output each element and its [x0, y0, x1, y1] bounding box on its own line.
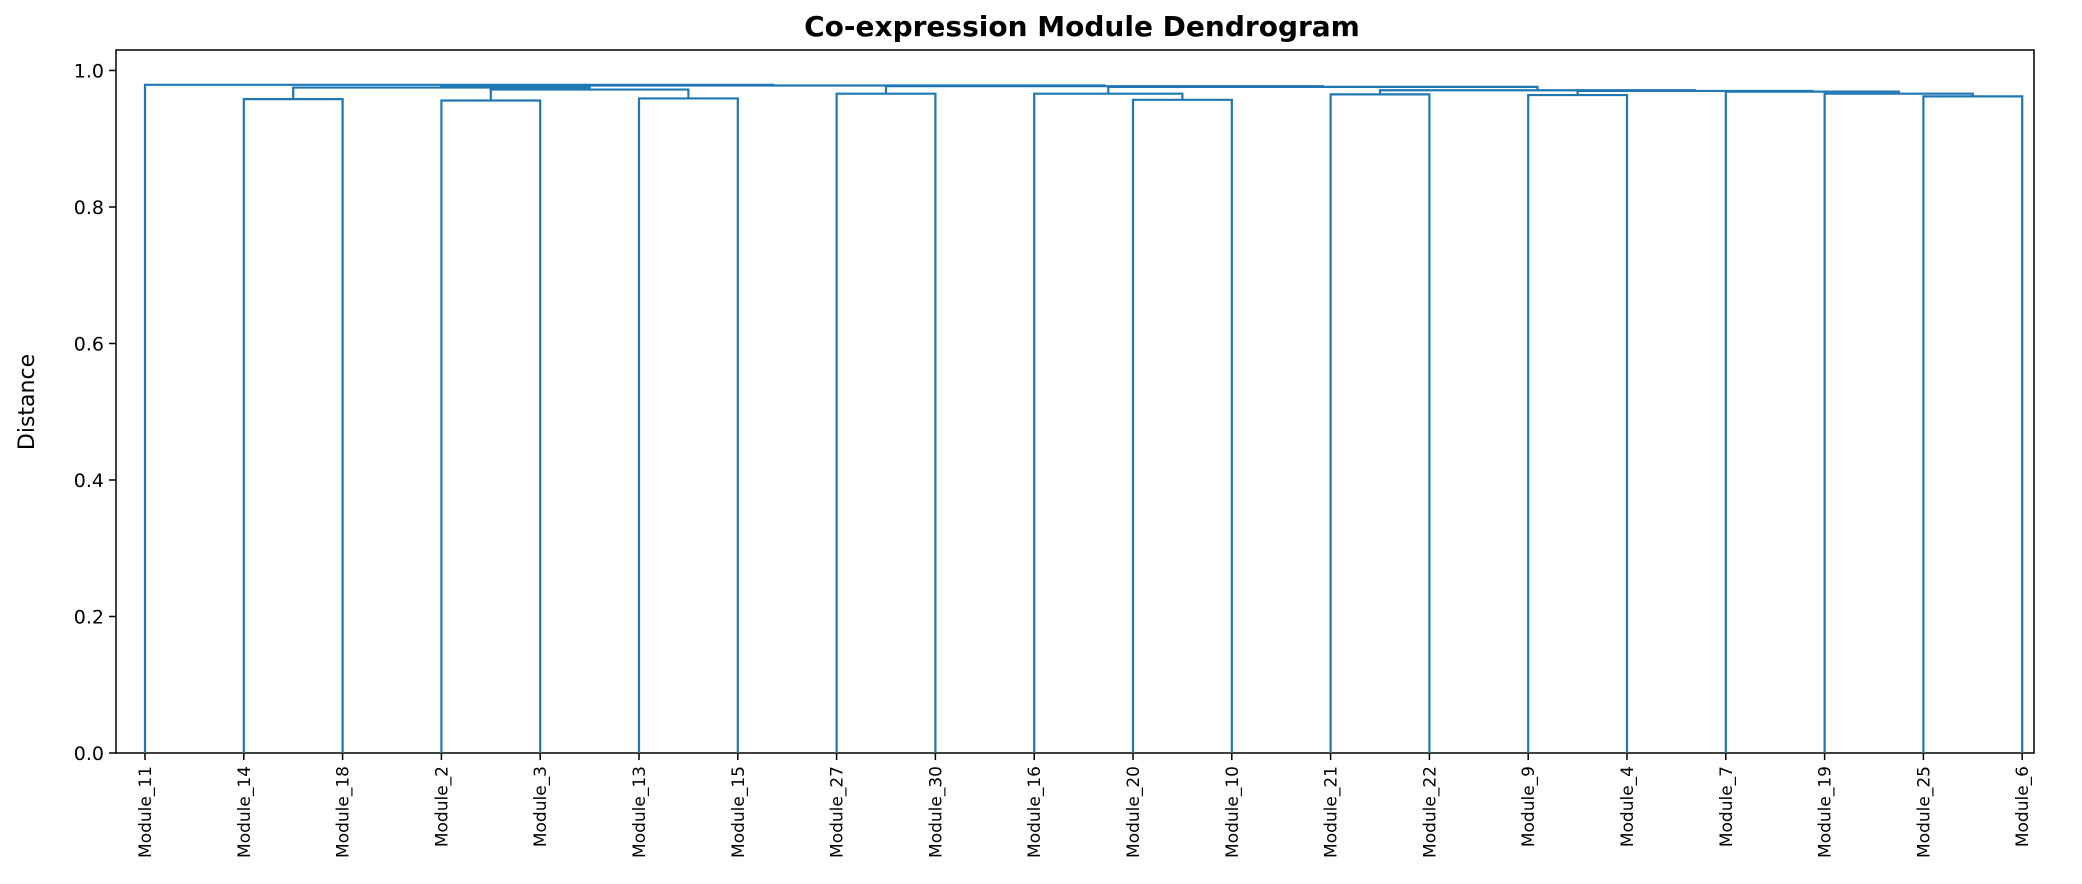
dendrogram-link [835, 92, 937, 753]
x-axis-ticks: Module_11 Module_14 Module_18 Module_2 Modul… [136, 753, 2033, 858]
leaf-label: Module_11 [136, 766, 156, 858]
dendrogram-link [143, 83, 775, 753]
leaf-label: Module_20 [1124, 766, 1144, 858]
leaf-label: Module_30 [926, 766, 946, 858]
leaf-label: Module_9 [1519, 766, 1539, 847]
y-tick-label: 1.0 [74, 60, 104, 82]
dendrogram-link [1823, 92, 1974, 753]
y-axis-label: Distance [15, 354, 40, 450]
dendrogram-link [1527, 93, 1629, 753]
leaf-label: Module_18 [334, 766, 354, 858]
dendrogram-link [1329, 93, 1431, 753]
leaf-label: Module_4 [1618, 766, 1638, 847]
leaf-label: Module_14 [235, 766, 255, 858]
leaf-label: Module_27 [828, 766, 848, 858]
leaf-label: Module_19 [1816, 766, 1836, 858]
leaf-label: Module_3 [531, 766, 551, 847]
y-axis-ticks: 0.0 0.2 0.4 0.6 0.8 1.0 [74, 60, 116, 765]
leaf-label: Module_10 [1223, 766, 1243, 858]
y-tick-label: 0.6 [74, 333, 104, 355]
chart-title: Co-expression Module Dendrogram [804, 10, 1360, 43]
dendrogram-link [440, 99, 542, 753]
dendrogram-link [1922, 95, 2024, 753]
leaf-label: Module_25 [1914, 766, 1934, 858]
dendrogram-links [143, 83, 2024, 753]
dendrogram-link [1131, 98, 1233, 753]
dendrogram-link [1033, 92, 1184, 753]
leaf-label: Module_22 [1420, 766, 1440, 858]
dendrogram-link [637, 97, 739, 753]
plot-frame [115, 49, 2035, 754]
leaf-label: Module_13 [630, 766, 650, 858]
leaf-label: Module_15 [729, 766, 749, 858]
y-tick-label: 0.4 [74, 470, 104, 492]
dendrogram-link [1724, 90, 1900, 753]
y-tick-label: 0.8 [74, 197, 104, 219]
leaf-label: Module_7 [1717, 766, 1737, 847]
leaf-label: Module_16 [1025, 766, 1045, 858]
leaf-label: Module_2 [432, 766, 452, 847]
leaf-label: Module_21 [1322, 766, 1342, 858]
y-tick-label: 0.0 [74, 743, 104, 765]
leaf-label: Module_6 [2013, 766, 2033, 847]
y-tick-label: 0.2 [74, 606, 104, 628]
dendrogram-link [242, 98, 344, 753]
